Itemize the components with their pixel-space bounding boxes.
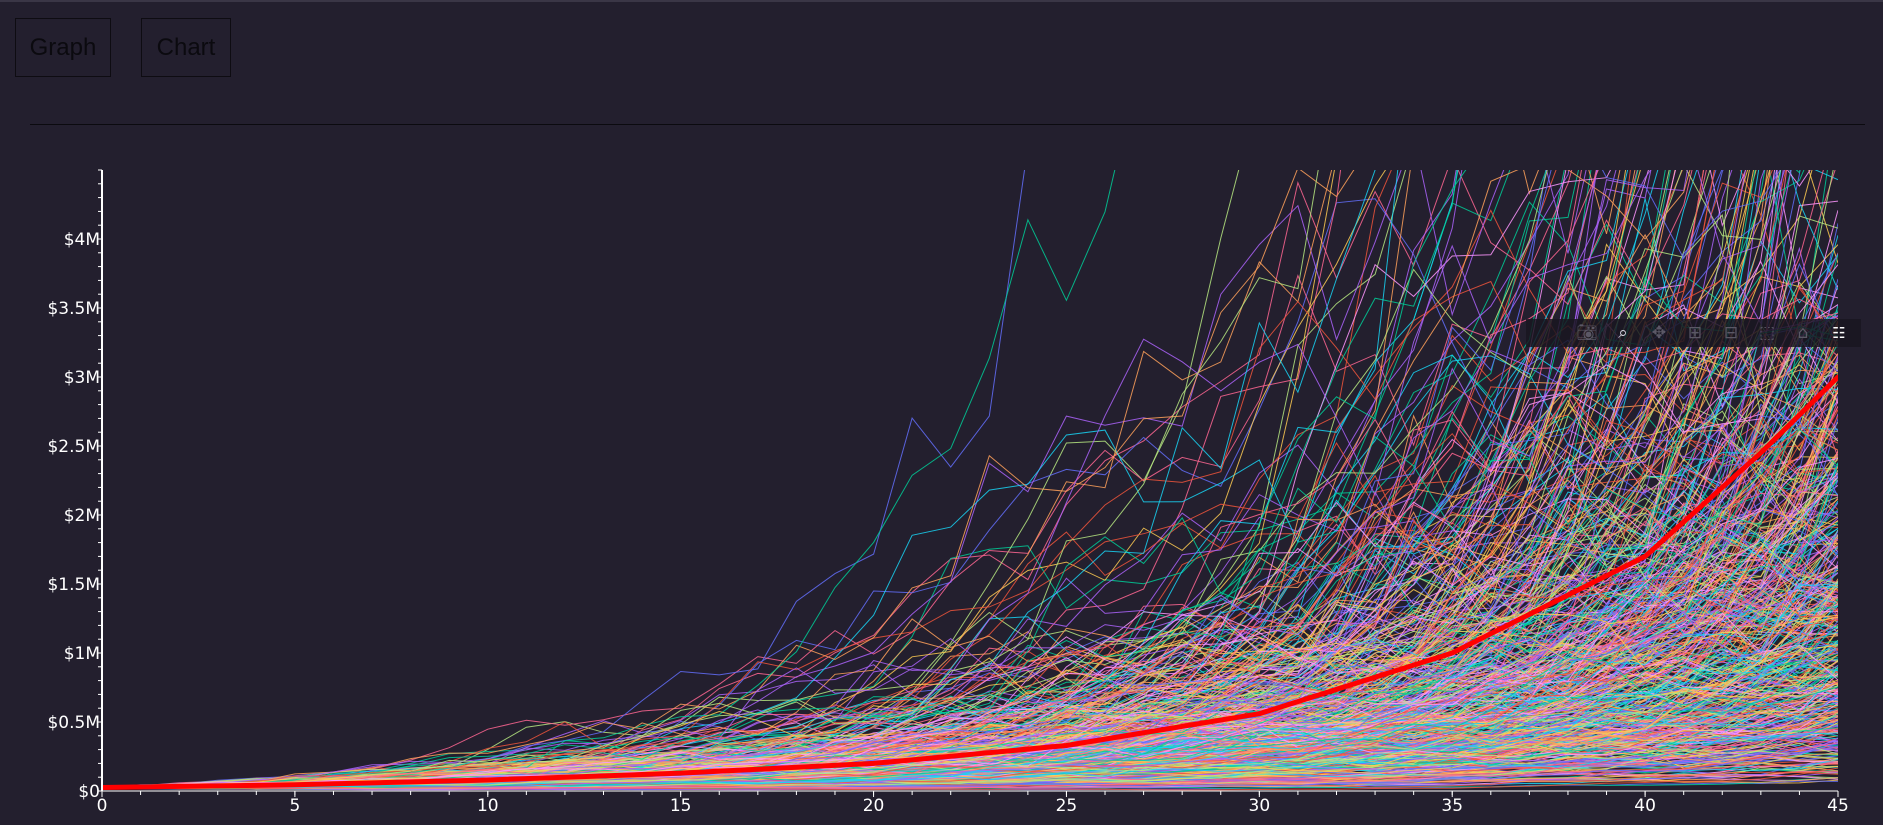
y-tick-label: $3.5M (47, 299, 100, 319)
x-tick-label: 30 (1249, 796, 1271, 816)
x-tick-label: 25 (1056, 796, 1078, 816)
simulation-path (102, 656, 1838, 789)
simulation-path (102, 170, 1688, 788)
median-series-line (102, 374, 1838, 790)
simulation-path (102, 457, 1838, 789)
y-tick-label: $2.5M (47, 437, 100, 457)
zoom-icon[interactable]: ⌕ (1618, 323, 1628, 343)
simulation-paths (102, 170, 1838, 791)
chart-button[interactable]: Chart (141, 18, 231, 77)
monte-carlo-chart[interactable]: 0 5 10 15 20 25 30 35 40 45 $0 $0.5M $1M $1.5M $2M $2.5… (0, 162, 1883, 825)
simulation-path (102, 319, 1838, 788)
zoom-out-icon[interactable]: ⊟ (1723, 323, 1739, 343)
camera-icon[interactable]: 📷︎ (1576, 323, 1598, 343)
y-tick-label: $1M (64, 644, 100, 664)
y-tick-label: $1.5M (47, 575, 100, 595)
graph-button[interactable]: Graph (15, 18, 111, 77)
simulation-path (102, 170, 1580, 788)
y-tick-label: $3M (64, 368, 100, 388)
simulation-path (102, 170, 1693, 788)
simulation-path (102, 170, 1773, 788)
x-tick-label: 15 (670, 796, 692, 816)
x-tick-label: 20 (863, 796, 885, 816)
plotly-logo-icon[interactable]: ☷ (1832, 324, 1846, 342)
chart-modebar: 📷︎ ⌕ ✥ ⊞ ⊟ ⬚ ⌂ ☷ (1526, 319, 1861, 347)
reset-axes-icon[interactable]: ⌂ (1797, 323, 1809, 343)
y-tick-label: $4M (64, 230, 100, 250)
x-tick-label: 45 (1827, 796, 1849, 816)
y-tick-label: $2M (64, 506, 100, 526)
simulation-path (102, 613, 1838, 788)
zoom-in-icon[interactable]: ⊞ (1687, 323, 1703, 343)
simulation-path (102, 170, 1319, 788)
x-tick-label: 0 (97, 796, 108, 816)
x-tick-label: 10 (477, 796, 499, 816)
simulation-path (102, 631, 1838, 789)
x-tick-label: 35 (1441, 796, 1463, 816)
pan-icon[interactable]: ✥ (1651, 323, 1667, 343)
y-tick-label: $0.5M (47, 713, 100, 733)
y-tick-label: $0 (78, 782, 100, 802)
simulation-path (102, 745, 1838, 789)
autoscale-icon[interactable]: ⬚ (1758, 323, 1776, 343)
x-tick-label: 40 (1634, 796, 1656, 816)
simulation-path (102, 740, 1838, 790)
simulation-path (102, 170, 1715, 789)
simulation-path (102, 428, 1838, 790)
divider (30, 124, 1865, 125)
x-tick-label: 5 (289, 796, 300, 816)
chart-container[interactable]: 0 5 10 15 20 25 30 35 40 45 $0 $0.5M $1M $1.5M $2M $2.5… (0, 162, 1883, 825)
